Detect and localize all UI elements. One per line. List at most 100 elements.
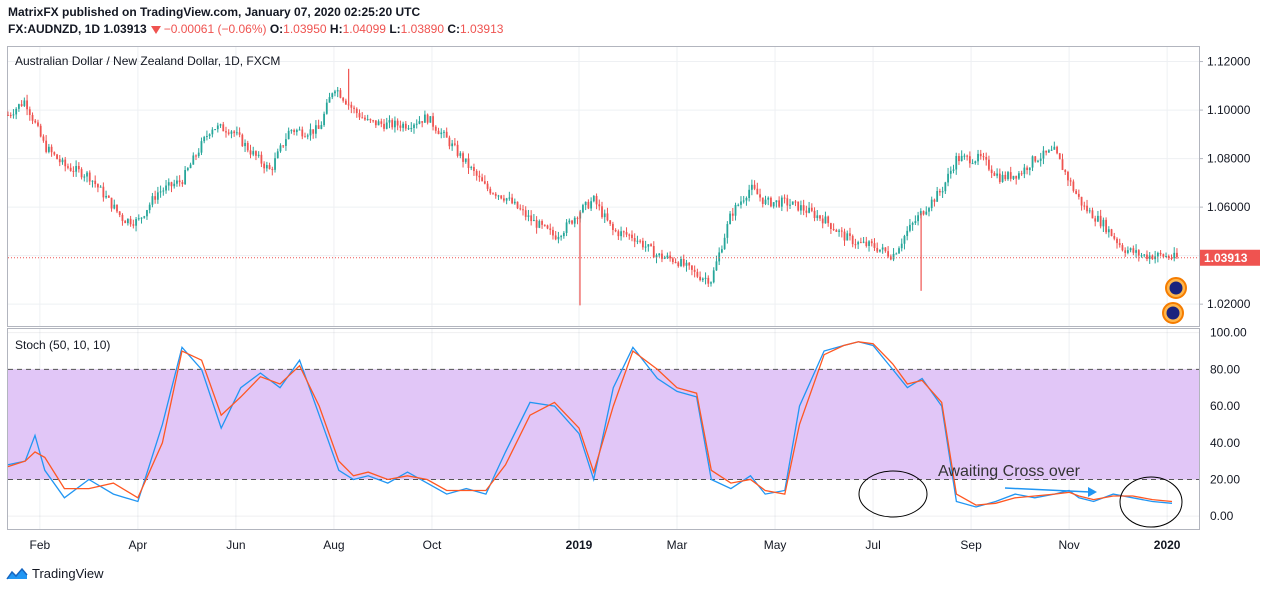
- price-y-tick-label: 1.12000: [1207, 55, 1251, 69]
- candle-body: [1053, 146, 1056, 150]
- candle-body: [358, 113, 361, 118]
- candle-body: [865, 241, 868, 246]
- candle-body: [900, 243, 903, 249]
- candle-body: [960, 155, 963, 162]
- candle-body: [192, 155, 195, 165]
- candle-body: [1143, 254, 1146, 256]
- candle-body: [64, 159, 67, 167]
- stoch-chart-title: Stoch (50, 10, 10): [15, 338, 110, 352]
- candle-body: [1097, 215, 1099, 222]
- candle-body: [968, 156, 971, 164]
- candle-body: [241, 134, 244, 147]
- candle-body: [350, 104, 353, 108]
- candle-body: [704, 277, 707, 279]
- candle-body: [34, 120, 37, 123]
- candle-body: [726, 224, 729, 238]
- candle-body: [219, 124, 222, 126]
- candle-body: [260, 154, 263, 164]
- candle-body: [906, 230, 909, 237]
- candle-body: [538, 221, 541, 228]
- price-y-tick-label: 1.02000: [1207, 297, 1251, 311]
- candle-body: [83, 176, 86, 178]
- price-y-tick-label: 1.08000: [1207, 152, 1251, 166]
- candle-body: [216, 125, 219, 130]
- candle-body: [797, 201, 800, 211]
- candle-body: [404, 123, 407, 129]
- stoch-y-tick-label: 20.00: [1210, 472, 1240, 486]
- candle-body: [644, 246, 647, 248]
- high-value: 1.04099: [342, 22, 386, 36]
- candle-body: [881, 247, 884, 250]
- candle-body: [846, 233, 849, 241]
- candle-body: [731, 213, 734, 216]
- candle-body: [456, 144, 459, 156]
- candle-body: [421, 121, 424, 123]
- candle-body: [1075, 190, 1078, 194]
- candle-body: [451, 143, 454, 147]
- candle-body: [271, 169, 274, 171]
- candle-body: [601, 206, 603, 218]
- candle-body: [315, 125, 317, 134]
- candle-body: [928, 208, 930, 212]
- candle-body: [543, 224, 546, 226]
- candle-body: [1047, 150, 1050, 153]
- candle-body: [1067, 171, 1069, 181]
- candle-body: [655, 255, 658, 258]
- candle-body: [320, 125, 323, 129]
- candle-body: [140, 217, 143, 219]
- candle-body: [753, 184, 756, 189]
- candle-body: [1154, 256, 1157, 260]
- candle-body: [530, 215, 533, 222]
- x-tick-label: Sep: [960, 538, 982, 552]
- stoch-pane[interactable]: [7, 328, 1200, 530]
- candle-body: [126, 218, 129, 224]
- candle-body: [1050, 149, 1053, 151]
- candle-body: [1132, 248, 1135, 253]
- candle-body: [919, 211, 922, 216]
- candle-body: [156, 192, 159, 200]
- candle-body: [361, 117, 364, 119]
- candle-body: [998, 173, 1001, 182]
- candle-body: [69, 167, 72, 171]
- candle-body: [1118, 243, 1121, 246]
- candle-body: [614, 229, 617, 232]
- candle-body: [312, 129, 315, 134]
- candle-body: [1170, 257, 1173, 259]
- highlight-ellipse: [1119, 476, 1183, 528]
- candle-body: [557, 236, 560, 240]
- price-pane[interactable]: [7, 46, 1200, 327]
- candle-body: [677, 262, 680, 267]
- stoch-y-tick-label: 40.00: [1210, 436, 1240, 450]
- candle-body: [97, 184, 99, 188]
- candle-body: [859, 242, 862, 244]
- candle-body: [993, 173, 996, 176]
- candle-body: [279, 145, 282, 152]
- candle-body: [674, 262, 677, 264]
- candle-body: [467, 158, 470, 169]
- candle-body: [113, 204, 116, 209]
- candle-body: [669, 255, 672, 259]
- candle-body: [94, 180, 97, 185]
- candle-body: [552, 229, 554, 236]
- candle-body: [1113, 236, 1116, 239]
- candle-body: [628, 234, 631, 236]
- candle-body: [137, 218, 140, 220]
- candle-body: [53, 152, 56, 155]
- candle-body: [72, 170, 75, 172]
- candle-body: [947, 173, 949, 183]
- candle-body: [1099, 215, 1102, 227]
- candle-body: [17, 104, 20, 109]
- axes: Feb Apr Jun Aug Oct 2019 Mar May Jul Sep Nov 2020 1.…: [8, 55, 1260, 552]
- candle-body: [61, 159, 64, 163]
- candle-body: [1080, 196, 1083, 206]
- annotation-text: Awaiting Cross over: [938, 463, 1081, 480]
- candle-body: [235, 132, 238, 134]
- candle-body: [80, 169, 83, 178]
- candle-body: [374, 120, 377, 126]
- candle-body: [737, 204, 740, 206]
- candle-body: [129, 218, 132, 225]
- candle-body: [1135, 250, 1137, 253]
- candle-body: [282, 145, 285, 147]
- candle-body: [12, 114, 15, 116]
